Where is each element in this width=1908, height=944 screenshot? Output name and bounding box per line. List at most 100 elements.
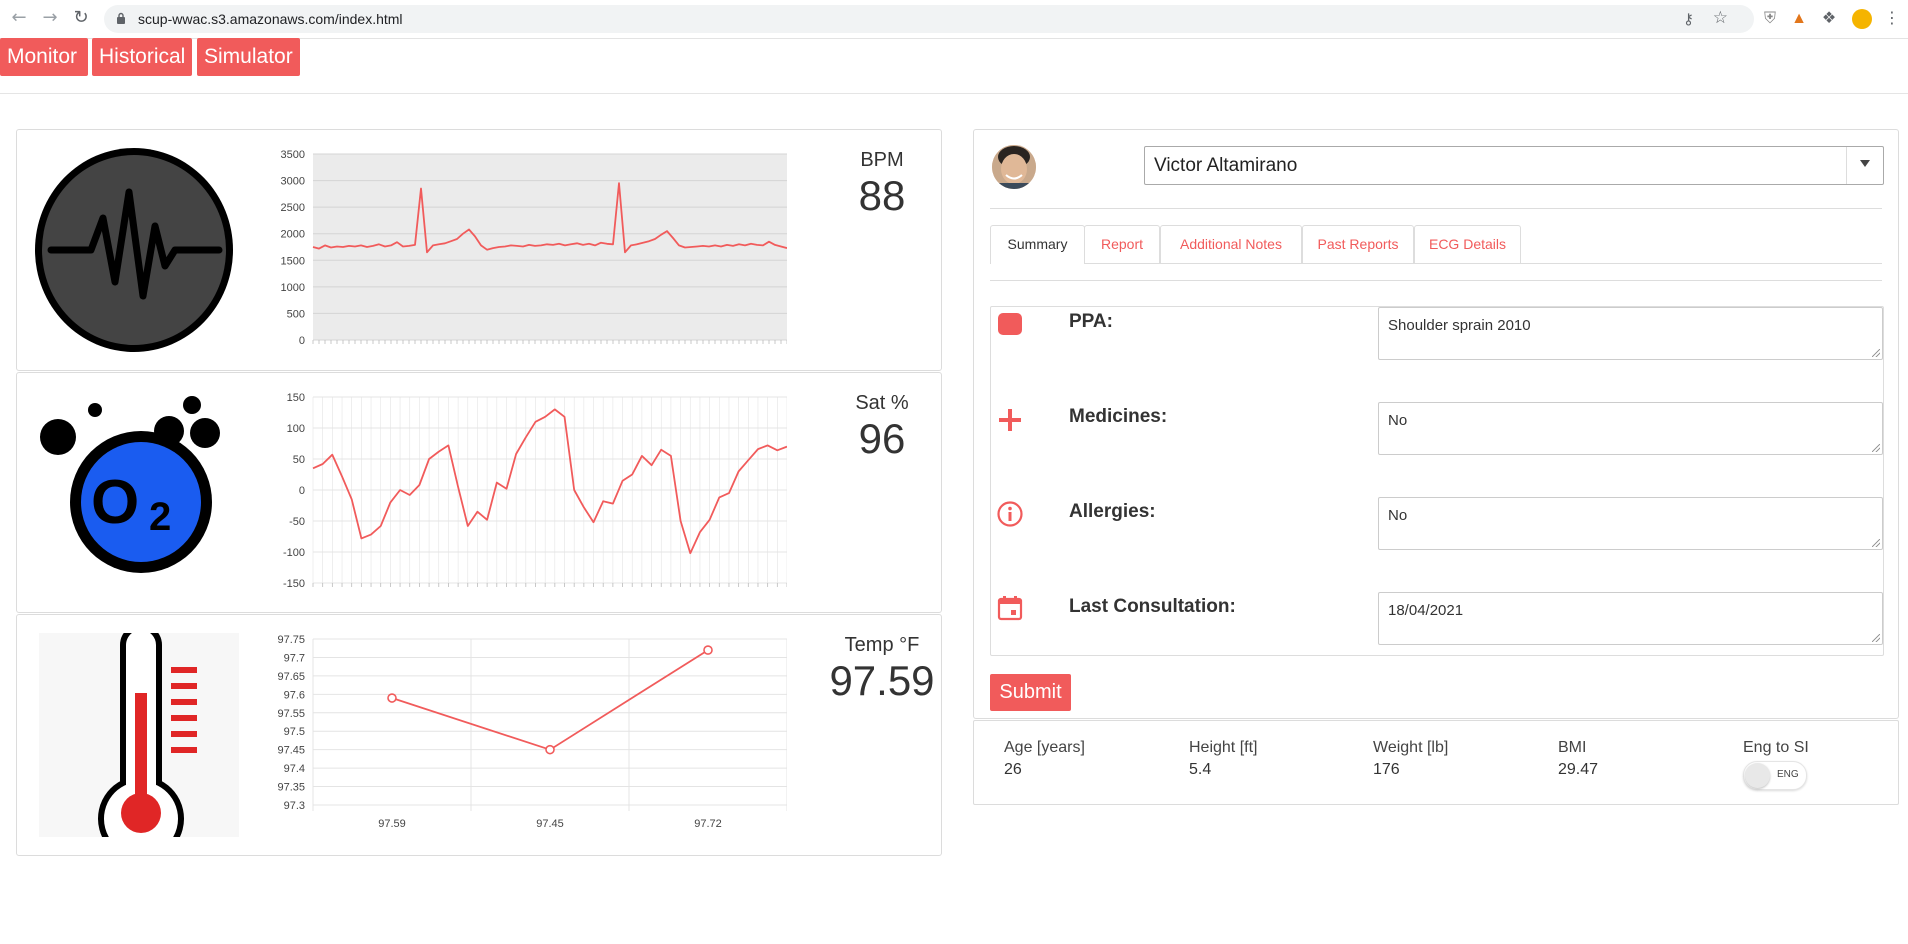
allergies-field[interactable]: No xyxy=(1378,497,1883,550)
nav-simulator-button[interactable]: Simulator xyxy=(197,38,300,76)
unit-toggle-switch[interactable]: ENG xyxy=(1743,761,1807,790)
y-tick-label: 97.6 xyxy=(284,689,305,701)
last-consultation-field[interactable]: 18/04/2021 xyxy=(1378,592,1883,645)
address-bar[interactable]: scup-wwac.s3.amazonaws.com/index.html ⚷ … xyxy=(104,5,1754,33)
bookmark-star-icon[interactable]: ☆ xyxy=(1712,8,1728,27)
x-tick-label: 97.45 xyxy=(536,818,564,830)
oxygen-icon: O 2 xyxy=(40,396,220,573)
bpm-value: 88 xyxy=(858,172,906,219)
back-icon[interactable]: ← xyxy=(11,7,27,28)
y-tick-label: 3000 xyxy=(281,176,305,188)
forward-icon[interactable]: → xyxy=(42,7,58,28)
square-icon xyxy=(998,313,1022,335)
stat-bmi-label: BMI xyxy=(1558,739,1587,756)
tab-past-reports[interactable]: Past Reports xyxy=(1302,225,1414,263)
y-tick-label: -100 xyxy=(283,547,305,559)
patient-select-value: Victor Altamirano xyxy=(1154,155,1298,176)
summary-form: PPA: Shoulder sprain 2010 Medicines: No … xyxy=(990,306,1884,656)
y-tick-label: 97.5 xyxy=(284,726,305,738)
ppa-label: PPA: xyxy=(1069,311,1113,332)
stat-height: Height [ft] 5.4 xyxy=(1189,739,1257,779)
last-consultation-value: 18/04/2021 xyxy=(1388,602,1464,619)
y-tick-label: 97.75 xyxy=(277,634,305,646)
submit-button[interactable]: Submit xyxy=(990,674,1071,711)
app-navbar: Monitor Historical Simulator xyxy=(0,38,1908,94)
patient-panel: Victor Altamirano Summary Report Additio… xyxy=(973,129,1899,719)
y-tick-label: 500 xyxy=(287,308,305,320)
y-tick-label: -50 xyxy=(289,516,305,528)
stat-height-label: Height [ft] xyxy=(1189,739,1258,756)
y-tick-label: 97.3 xyxy=(284,800,305,812)
shield-extension-icon[interactable]: ⛨ xyxy=(1763,10,1776,27)
y-tick-label: 97.7 xyxy=(284,652,305,664)
tab-ecg-details[interactable]: ECG Details xyxy=(1414,225,1521,263)
puzzle-extensions-icon[interactable]: ❖ xyxy=(1821,10,1837,27)
y-tick-label: 100 xyxy=(287,423,305,435)
url-text: scup-wwac.s3.amazonaws.com/index.html xyxy=(138,11,403,27)
temperature-card: 97.3 97.35 97.4 97.45 97.5 97.55 97.6 97.65 97.7… xyxy=(16,614,942,856)
browser-toolbar: ← → ↻ scup-wwac.s3.amazonaws.com/index.h… xyxy=(0,0,1908,39)
medicines-label: Medicines: xyxy=(1069,406,1168,427)
ppa-field[interactable]: Shoulder sprain 2010 xyxy=(1378,307,1883,360)
tab-summary[interactable]: Summary xyxy=(990,225,1085,264)
data-point xyxy=(387,693,397,703)
key-icon[interactable]: ⚷ xyxy=(1683,11,1694,28)
y-tick-label: 3500 xyxy=(281,149,305,161)
plot-area xyxy=(313,639,787,805)
temperature-line-chart: 97.3 97.35 97.4 97.45 97.5 97.55 97.6 97.65 97.7… xyxy=(277,634,788,830)
bpm-line-chart: 0 500 1000 1500 2000 2500 3000 3500 xyxy=(281,149,788,347)
reload-icon[interactable]: ↻ xyxy=(73,7,89,28)
x-tick-label: 97.72 xyxy=(694,818,722,830)
calendar-icon xyxy=(997,596,1023,621)
tab-report[interactable]: Report xyxy=(1084,225,1160,263)
unit-toggle-label: Eng to SI xyxy=(1743,739,1809,756)
lock-icon xyxy=(117,12,125,24)
temperature-value: 97.59 xyxy=(829,657,935,704)
heartbeat-icon xyxy=(35,148,233,352)
saturation-value: 96 xyxy=(858,415,906,462)
chevron-down-icon[interactable] xyxy=(1846,147,1883,184)
last-consultation-label: Last Consultation: xyxy=(1069,596,1236,617)
y-tick-label: 50 xyxy=(293,454,305,466)
medicines-field[interactable]: No xyxy=(1378,402,1883,455)
divider xyxy=(990,208,1882,209)
x-tick-label: 97.59 xyxy=(378,818,406,830)
saturation-line-chart: -150 -100 -50 0 50 100 150 xyxy=(283,392,788,590)
y-tick-label: 97.4 xyxy=(284,763,305,775)
profile-avatar[interactable] xyxy=(1852,9,1872,29)
y-tick-label: 1500 xyxy=(281,255,305,267)
tab-additional-notes[interactable]: Additional Notes xyxy=(1160,225,1302,263)
stat-bmi: BMI 29.47 xyxy=(1558,739,1598,779)
menu-dots-icon[interactable]: ⋮ xyxy=(1884,10,1900,27)
allergies-label: Allergies: xyxy=(1069,501,1156,522)
data-point xyxy=(545,744,555,755)
data-point xyxy=(703,645,713,655)
stat-weight-value: 176 xyxy=(1373,761,1400,778)
y-tick-label: 1000 xyxy=(281,282,305,294)
divider xyxy=(990,280,1882,281)
info-icon xyxy=(997,501,1023,527)
y-tick-label: 97.55 xyxy=(277,708,305,720)
temperature-chart: 97.3 97.35 97.4 97.45 97.5 97.55 97.6 97.65 97.7… xyxy=(257,633,788,843)
nav-historical-button[interactable]: Historical xyxy=(92,38,192,76)
toggle-state: ENG xyxy=(1777,769,1799,780)
temperature-title: Temp °F xyxy=(844,634,920,656)
stat-weight: Weight [lb] 176 xyxy=(1373,739,1448,779)
plus-icon xyxy=(999,409,1021,431)
allergies-value: No xyxy=(1388,507,1408,524)
patient-select[interactable]: Victor Altamirano xyxy=(1144,146,1884,185)
bpm-title: BPM xyxy=(860,149,904,171)
y-tick-label: 150 xyxy=(287,392,305,404)
stat-weight-label: Weight [lb] xyxy=(1373,739,1449,756)
y-tick-label: 97.35 xyxy=(277,782,305,794)
y-tick-label: 2000 xyxy=(281,229,305,241)
stat-height-value: 5.4 xyxy=(1189,761,1212,778)
ppa-value: Shoulder sprain 2010 xyxy=(1388,317,1531,334)
nav-monitor-button[interactable]: Monitor xyxy=(0,38,88,76)
fox-extension-icon[interactable]: ▲ xyxy=(1791,10,1807,27)
saturation-chart: -150 -100 -50 0 50 100 150 xyxy=(257,391,788,596)
medicines-value: No xyxy=(1388,412,1408,429)
stat-age: Age [years] 26 xyxy=(1004,739,1085,779)
patient-stats: Age [years] 26 Height [ft] 5.4 Weight [lb]… xyxy=(973,720,1899,805)
stat-age-value: 26 xyxy=(1004,761,1022,778)
